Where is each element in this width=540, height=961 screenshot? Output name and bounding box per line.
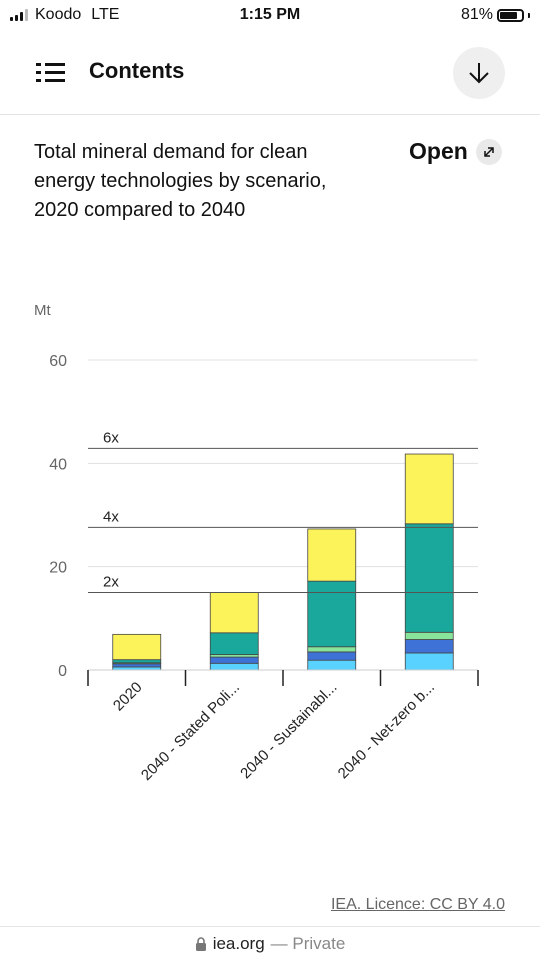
y-tick-label: 60	[49, 353, 67, 370]
app-header: Contents	[0, 30, 540, 115]
bar-segment	[307, 646, 357, 653]
lock-icon	[195, 937, 206, 951]
browser-url-bar[interactable]: iea.org — Private	[0, 926, 540, 961]
bar-segment	[209, 632, 259, 655]
download-button[interactable]	[453, 47, 505, 99]
bar-segment	[112, 663, 162, 668]
status-bar: Koodo LTE 1:15 PM 81%	[0, 0, 540, 30]
bar-segment	[307, 659, 357, 671]
battery-status: 81%	[461, 6, 530, 24]
carrier-info: Koodo LTE	[10, 6, 119, 24]
signal-strength-icon	[10, 9, 28, 21]
network-type: LTE	[91, 6, 120, 23]
licence-link[interactable]: IEA. Licence: CC BY 4.0	[330, 896, 505, 913]
clock: 1:15 PM	[239, 6, 301, 23]
bar-segment	[307, 651, 357, 661]
battery-percent: 81%	[460, 6, 493, 23]
bar-segment	[209, 592, 259, 634]
bar-segment	[404, 639, 454, 654]
bar-segment	[209, 662, 259, 671]
list-menu-icon[interactable]	[36, 63, 66, 83]
y-tick-label: 20	[49, 560, 67, 577]
battery-icon	[497, 8, 524, 22]
y-tick-label: 40	[49, 456, 67, 473]
bar-segment	[404, 523, 454, 633]
y-tick-label: 0	[58, 663, 67, 680]
unit-label: Mt	[34, 302, 51, 319]
bar-segment	[307, 580, 357, 648]
reference-line-label: 4x	[103, 508, 119, 525]
open-button[interactable]: Open	[409, 138, 502, 165]
contents-title[interactable]: Contents	[89, 58, 185, 83]
chart-title: Total mineral demand for clean energy te…	[34, 141, 327, 221]
x-tick-label: 2040 - Sustainabl...	[237, 679, 340, 782]
x-tick-label: 2040 - Net-zero b...	[335, 679, 438, 782]
carrier-name: Koodo	[35, 6, 82, 23]
bar-segment	[112, 659, 162, 664]
reference-line-label: 2x	[103, 574, 119, 591]
bar-segment	[404, 652, 454, 671]
x-tick-label: 2040 - Stated Poli...	[138, 679, 243, 784]
arrow-down-icon	[469, 63, 489, 84]
url-domain: iea.org	[212, 934, 265, 953]
bar-segment	[404, 631, 454, 640]
bar-segment	[209, 656, 259, 664]
open-label: Open	[409, 138, 468, 164]
bar-segment	[307, 528, 357, 582]
reference-line-label: 6x	[103, 429, 119, 446]
private-label: — Private	[270, 934, 346, 953]
x-tick-label: 2020	[110, 679, 146, 715]
external-link-icon	[475, 138, 502, 165]
bar-segment	[112, 633, 162, 661]
bar-segment	[404, 453, 454, 525]
